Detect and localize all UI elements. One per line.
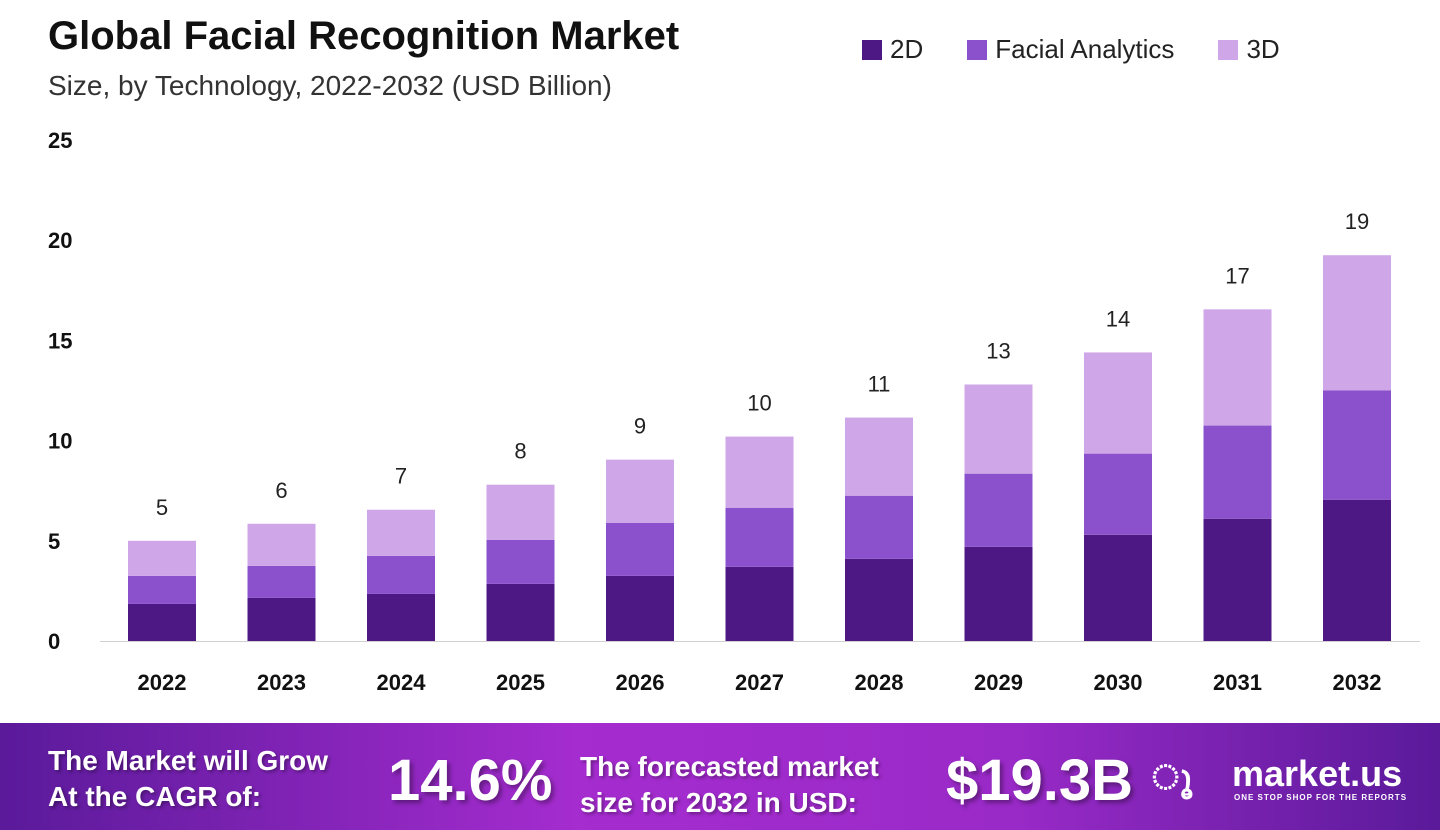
forecast-text-1: The forecasted market: [580, 751, 879, 782]
forecast-value: $19.3B: [946, 748, 1134, 813]
y-tick-label: 15: [48, 328, 72, 353]
x-tick-label: 2032: [1333, 670, 1382, 695]
bar-segment-2d: [247, 597, 316, 641]
bar-segment-2d: [1084, 534, 1152, 641]
y-tick-label: 10: [48, 429, 72, 454]
bar-segment-2d: [606, 575, 674, 641]
bar-segment-2d: [845, 558, 913, 641]
footer-banner: The Market will Grow At the CAGR of: 14.…: [0, 723, 1440, 830]
bar-segment-2d: [486, 583, 555, 641]
forecast-text-2: size for 2032 in USD:: [580, 787, 857, 818]
bar-segment-3d: [725, 436, 794, 508]
x-tick-label: 2029: [974, 670, 1023, 695]
bar-segment-3d: [1203, 309, 1272, 426]
y-tick-label: 5: [48, 529, 60, 554]
data-label: 5: [156, 495, 168, 520]
bar-segment-3d: [247, 523, 316, 566]
x-tick-label: 2031: [1213, 670, 1262, 695]
forecast-label: The forecasted market size for 2032 in U…: [580, 749, 879, 821]
bar-segment-facial-analytics: [486, 539, 555, 584]
bar-segment-facial-analytics: [1084, 453, 1152, 535]
bar-segment-2d: [1323, 499, 1391, 641]
data-label: 9: [634, 414, 646, 439]
legend-item: 3D: [1218, 34, 1280, 65]
data-label: 17: [1225, 263, 1249, 288]
x-tick-label: 2030: [1094, 670, 1143, 695]
x-tick-label: 2028: [855, 670, 904, 695]
legend-label: 3D: [1246, 34, 1280, 64]
bar-segment-facial-analytics: [606, 522, 674, 576]
bar-segment-2d: [128, 603, 196, 641]
bar-segment-3d: [367, 509, 435, 556]
logo-tagline: ONE STOP SHOP FOR THE REPORTS: [1234, 793, 1408, 802]
bar-segment-2d: [964, 546, 1033, 641]
chart-plot: 0510152025520226202372024820259202610202…: [48, 128, 1420, 695]
cagr-text-2: At the CAGR of:: [48, 781, 262, 812]
bar-segment-3d: [606, 459, 674, 523]
bar-segment-facial-analytics: [725, 507, 794, 567]
legend-swatch: [862, 39, 882, 60]
data-label: 8: [514, 439, 526, 464]
chart-title: Global Facial Recognition Market: [48, 14, 680, 58]
bar-segment-3d: [1084, 352, 1152, 454]
bar-segment-3d: [486, 484, 555, 540]
x-tick-label: 2027: [735, 670, 784, 695]
legend-label: 2D: [890, 34, 924, 64]
data-label: 14: [1106, 306, 1130, 331]
x-tick-label: 2022: [138, 670, 187, 695]
bar-segment-2d: [725, 566, 794, 641]
x-tick-label: 2023: [257, 670, 306, 695]
legend-swatch: [967, 39, 988, 60]
bar-segment-2d: [1203, 518, 1272, 641]
x-tick-label: 2026: [616, 670, 665, 695]
bar-segment-3d: [1323, 255, 1391, 391]
bar-segment-facial-analytics: [128, 575, 196, 604]
cagr-label: The Market will Grow At the CAGR of:: [48, 743, 328, 815]
data-label: 13: [986, 338, 1010, 363]
logo: market.us: [1232, 753, 1403, 794]
bar-segment-facial-analytics: [1203, 425, 1272, 519]
cagr-value: 14.6%: [388, 748, 553, 813]
x-tick-label: 2024: [377, 670, 427, 695]
cagr-text-1: The Market will Grow: [48, 745, 329, 776]
market-us-logo-icon: ൂ: [1152, 759, 1192, 797]
legend-label: Facial Analytics: [995, 34, 1175, 64]
data-label: 11: [868, 372, 891, 397]
bar-segment-3d: [128, 540, 196, 576]
data-label: 7: [395, 464, 407, 489]
y-tick-label: 0: [48, 629, 60, 654]
x-tick-label: 2025: [496, 670, 545, 695]
y-tick-label: 25: [48, 128, 72, 153]
chart-subtitle: Size, by Technology, 2022-2032 (USD Bill…: [48, 70, 612, 101]
legend-item: Facial Analytics: [967, 34, 1174, 65]
legend-item: 2D: [862, 34, 923, 65]
bar-segment-3d: [845, 417, 913, 496]
data-label: 10: [747, 391, 771, 416]
bar-segment-facial-analytics: [845, 495, 913, 559]
y-tick-label: 20: [48, 228, 72, 253]
bar-segment-3d: [964, 384, 1033, 474]
bar-segment-2d: [367, 593, 435, 641]
bar-segment-facial-analytics: [247, 565, 316, 598]
bar-segment-facial-analytics: [1323, 390, 1391, 500]
data-label: 19: [1345, 209, 1369, 234]
data-label: 6: [275, 478, 287, 503]
bar-segment-facial-analytics: [964, 473, 1033, 547]
legend-swatch: [1218, 39, 1239, 60]
bar-segment-facial-analytics: [367, 555, 435, 594]
legend: 2D Facial Analytics 3D: [862, 34, 1280, 65]
